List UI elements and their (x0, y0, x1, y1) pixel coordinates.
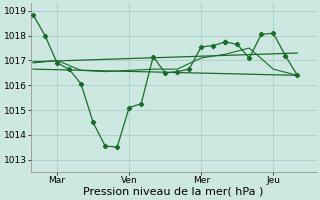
X-axis label: Pression niveau de la mer( hPa ): Pression niveau de la mer( hPa ) (84, 187, 264, 197)
